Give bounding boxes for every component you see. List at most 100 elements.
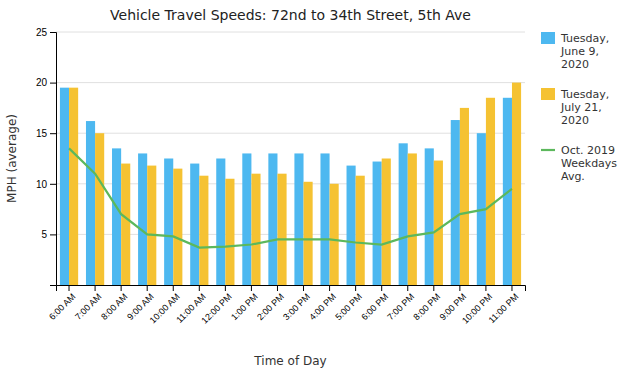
bar	[320, 153, 329, 285]
tick-label: 10	[36, 179, 48, 190]
bar	[294, 153, 303, 285]
bar	[173, 169, 182, 285]
legend-item: Tuesday,June 9,2020	[541, 32, 609, 71]
bar	[190, 164, 199, 285]
bar	[60, 88, 69, 285]
legend-swatch	[541, 149, 555, 151]
bar	[225, 179, 234, 285]
tick: 10	[36, 179, 56, 190]
tick: 11:00 PM	[487, 285, 521, 325]
grid-line	[56, 82, 525, 83]
tick: 8:00 AM	[99, 285, 129, 322]
tick-mark	[50, 83, 56, 84]
bar	[121, 164, 130, 285]
bar	[373, 162, 382, 285]
tick-label: 4:00 PM	[307, 291, 338, 322]
legend-label: Tuesday,June 9,2020	[560, 32, 609, 71]
tick-label: 6:00 PM	[359, 291, 390, 322]
legend-item: Tuesday,July 21,2020	[541, 88, 609, 127]
marks	[60, 83, 521, 285]
tick: 7:00 AM	[73, 285, 103, 322]
tick-mark	[50, 133, 56, 134]
tick-mark	[329, 285, 330, 291]
tick-label: 2:00 PM	[255, 291, 286, 322]
bar-series	[60, 88, 512, 285]
tick-mark	[69, 285, 70, 291]
tick: 5	[41, 229, 56, 240]
tick-label: 5:00 PM	[333, 291, 364, 322]
bar	[268, 153, 277, 285]
tick-label: 7:00 PM	[385, 291, 416, 322]
tick: 6:00 AM	[47, 285, 77, 322]
bar	[451, 120, 460, 285]
tick-label: 15	[36, 128, 48, 139]
axis-line	[50, 33, 57, 286]
tick-mark	[225, 285, 226, 291]
bar	[95, 133, 104, 285]
tick-label: 12:00 PM	[199, 291, 233, 325]
tick-mark	[251, 285, 252, 291]
tick-mark	[121, 285, 122, 291]
bar	[347, 166, 356, 285]
tick-label: 6:00 AM	[47, 291, 77, 321]
tick-mark	[407, 285, 408, 291]
tick-mark	[433, 285, 434, 291]
bar	[460, 108, 469, 285]
tick-mark	[50, 32, 56, 33]
tick: 25	[36, 27, 56, 38]
bar	[330, 184, 339, 285]
tick-mark	[485, 285, 486, 291]
x-axis: 6:00 AM7:00 AM8:00 AM9:00 AM10:00 AM11:0…	[47, 285, 525, 326]
line	[69, 148, 512, 247]
tick-label: 1:00 PM	[229, 291, 260, 322]
grid-line	[56, 32, 525, 33]
bar	[69, 88, 78, 285]
tick-mark	[511, 285, 512, 291]
tick-mark	[277, 285, 278, 291]
axis-line	[57, 286, 526, 292]
bar	[164, 159, 173, 286]
tick-label: 3:00 PM	[281, 291, 312, 322]
bar	[434, 161, 443, 285]
bar	[486, 98, 495, 285]
tick-label: 8:00 AM	[99, 291, 129, 321]
bar	[425, 148, 434, 285]
tick-label: 7:00 AM	[73, 291, 103, 321]
bar	[242, 153, 251, 285]
bar	[277, 174, 286, 285]
plot: 5 10 15 20 25 6:00 AM7:00 AM8:00 AM9:00 AM10:…	[36, 27, 526, 326]
tick-label: 20	[36, 77, 48, 88]
tick: 12:00 PM	[199, 285, 233, 326]
title: Vehicle Travel Speeds: 72nd to 34th Stre…	[110, 7, 471, 23]
tick-mark	[173, 285, 174, 291]
legend-swatch	[541, 32, 555, 44]
tick-mark	[199, 285, 200, 291]
bar	[216, 159, 225, 286]
y-axis-title: MPH (average)	[5, 114, 19, 203]
bar-series	[69, 83, 521, 285]
tick: 20	[36, 77, 56, 88]
chart: 5 10 15 20 25 6:00 AM7:00 AM8:00 AM9:00 AM10:…	[0, 0, 637, 373]
tick-mark	[381, 285, 382, 291]
bar	[199, 176, 208, 285]
bar	[147, 166, 156, 285]
tick-label: 5	[41, 229, 47, 240]
tick: 15	[36, 128, 56, 139]
x-axis-title: Time of Day	[253, 354, 326, 368]
legend-item: Oct. 2019WeekdaysAvg.	[541, 144, 617, 183]
y-axis: 5 10 15 20 25	[36, 27, 57, 286]
bar	[408, 153, 417, 285]
bar	[112, 148, 121, 285]
tick-mark	[147, 285, 148, 291]
tick-mark	[95, 285, 96, 291]
tick-mark	[459, 285, 460, 291]
bar	[86, 121, 95, 285]
legend-label: Oct. 2019WeekdaysAvg.	[561, 144, 617, 183]
legend-label: Tuesday,July 21,2020	[560, 88, 609, 127]
tick-mark	[50, 184, 56, 185]
tick-label: 25	[36, 27, 48, 38]
bar	[304, 182, 313, 285]
tick-label: 8:00 PM	[411, 291, 442, 322]
bar	[512, 83, 521, 285]
tick-mark	[303, 285, 304, 291]
